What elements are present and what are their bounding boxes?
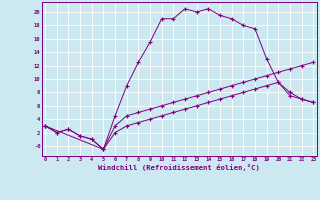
X-axis label: Windchill (Refroidissement éolien,°C): Windchill (Refroidissement éolien,°C) — [98, 164, 260, 171]
